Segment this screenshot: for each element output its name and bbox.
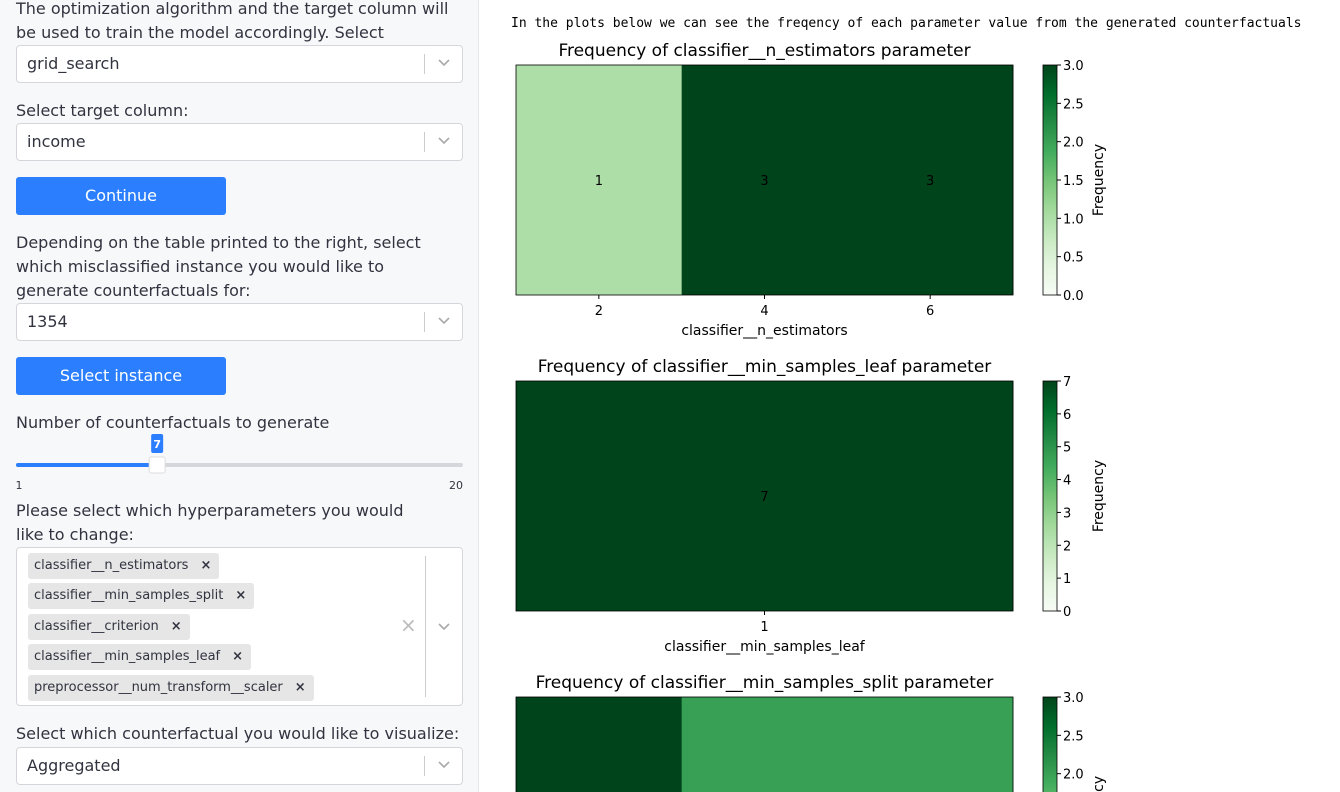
heatmap-cell xyxy=(516,381,1014,611)
tag-text: classifier__min_samples_split xyxy=(34,588,224,603)
colorbar-tick-label: 2.5 xyxy=(1063,729,1084,744)
tag: classifier__criterion × xyxy=(28,614,190,640)
tag-remove[interactable]: × xyxy=(235,588,247,603)
x-tick-label: 4 xyxy=(760,304,768,319)
colorbar-tick-label: 5 xyxy=(1063,441,1071,456)
colorbar-label: Frequency xyxy=(1091,776,1107,792)
tag-remove[interactable]: × xyxy=(294,680,306,695)
tag: classifier__min_samples_leaf × xyxy=(28,644,252,670)
x-tick-label: 1 xyxy=(760,620,768,635)
cell-annotation: 1 xyxy=(595,174,603,189)
heatmap-frame xyxy=(515,380,1014,612)
tag-text: preprocessor__num_transform__scaler xyxy=(34,680,283,695)
slider-fill xyxy=(16,463,158,467)
visualize-select[interactable]: Aggregated xyxy=(16,747,463,785)
caption: In the plots below we can see the freqen… xyxy=(511,16,1302,31)
colorbar-tick-label: 2 xyxy=(1063,539,1071,554)
hyper-multiselect[interactable]: classifier__n_estimators × classifier__mi… xyxy=(16,547,463,706)
algorithm-select[interactable]: grid_search xyxy=(16,45,463,83)
tag-remove[interactable]: × xyxy=(200,558,212,573)
heatmap-frame xyxy=(515,696,1014,792)
slider-max: 20 xyxy=(449,479,463,492)
chart-title: Frequency of classifier__min_samples_spl… xyxy=(536,673,994,693)
sidebar: The optimization algorithm and the targe… xyxy=(0,0,479,792)
heatmap-frame xyxy=(515,64,1014,296)
tag-text: classifier__criterion xyxy=(34,619,159,634)
continue-button[interactable]: Continue xyxy=(16,177,226,215)
colorbar-tick-label: 3 xyxy=(1063,506,1071,521)
x-axis-label: classifier__min_samples_leaf xyxy=(664,639,866,655)
colorbar-label: Frequency xyxy=(1091,144,1107,216)
colorbar-tick-label: 0.5 xyxy=(1063,251,1084,266)
colorbar-tick-label: 0.0 xyxy=(1063,289,1084,304)
colorbar-tick-label: 1.0 xyxy=(1063,212,1084,227)
colorbar-tick-label: 0 xyxy=(1063,605,1071,620)
cell-annotation: 3 xyxy=(760,174,768,189)
x-axis-label: classifier__n_estimators xyxy=(681,323,847,339)
colorbar-tick-label: 4 xyxy=(1063,474,1071,489)
tag: classifier__n_estimators × xyxy=(28,553,220,579)
tag-text: classifier__min_samples_leaf xyxy=(34,649,221,664)
heatmap-cell xyxy=(516,65,683,295)
heatmap-cell xyxy=(847,697,1014,792)
target-select[interactable]: income xyxy=(16,123,463,161)
heatmap-cell xyxy=(681,65,848,295)
chevron xyxy=(438,317,450,325)
slider-bubble xyxy=(151,434,164,453)
chevron xyxy=(438,623,450,631)
heatmap-cell xyxy=(847,65,1014,295)
instance-select[interactable]: 1354 xyxy=(16,303,463,341)
select-instance-button[interactable]: Select instance xyxy=(16,357,226,395)
slider[interactable]: 7 1 20 xyxy=(0,430,478,494)
target-label: Select target column: xyxy=(16,101,189,120)
tag-remove[interactable]: × xyxy=(232,649,244,664)
slider-min: 1 xyxy=(16,479,23,492)
tag: preprocessor__num_transform__scaler × xyxy=(28,675,314,701)
chevron xyxy=(438,137,450,145)
colorbar-tick-label: 1.5 xyxy=(1063,174,1084,189)
select-value: income xyxy=(27,132,86,151)
colorbar-tick-label: 1 xyxy=(1063,572,1071,587)
cell-annotation: 3 xyxy=(926,174,934,189)
hyper-label: Please select which hyperparameters you … xyxy=(16,501,404,544)
colorbar-label: Frequency xyxy=(1091,460,1107,532)
heatmap-cell xyxy=(681,697,848,792)
colorbar-tick-label: 7 xyxy=(1063,375,1071,390)
tag-text: classifier__n_estimators xyxy=(34,558,189,573)
main-area: In the plots below we can see the freqen… xyxy=(511,16,1302,792)
x-tick-label: 2 xyxy=(595,304,603,319)
slider-label: Number of counterfactuals to generate xyxy=(16,413,330,432)
tag-remove[interactable]: × xyxy=(170,619,182,634)
cell-annotation: 7 xyxy=(760,490,768,505)
colorbar-tick-label: 3.0 xyxy=(1063,59,1084,74)
chevron xyxy=(438,761,450,769)
select-value: Aggregated xyxy=(27,756,121,775)
heatmap-cell xyxy=(516,697,683,792)
select-value: grid_search xyxy=(27,54,120,73)
slider-thumb xyxy=(148,456,166,474)
colorbar xyxy=(1042,696,1058,792)
select-value: 1354 xyxy=(27,312,68,331)
clear-all[interactable]: × xyxy=(400,613,417,637)
colorbar-tick-label: 3.0 xyxy=(1063,691,1084,706)
colorbar xyxy=(1042,64,1058,296)
slider-value: 7 xyxy=(153,438,161,451)
chart-title: Frequency of classifier__min_samples_lea… xyxy=(538,357,992,377)
chevron xyxy=(438,59,450,67)
colorbar xyxy=(1042,380,1058,612)
colorbar-tick-label: 2.0 xyxy=(1063,768,1084,783)
chart-title: Frequency of classifier__n_estimators pa… xyxy=(558,41,970,61)
x-tick-label: 6 xyxy=(926,304,934,319)
visualize-label: Select which counterfactual you would li… xyxy=(16,724,460,743)
instance-label: Depending on the table printed to the ri… xyxy=(16,233,421,300)
colorbar-tick-label: 2.0 xyxy=(1063,136,1084,151)
tag: classifier__min_samples_split × xyxy=(28,583,255,609)
colorbar-tick-label: 2.5 xyxy=(1063,97,1084,112)
colorbar-tick-label: 6 xyxy=(1063,408,1071,423)
